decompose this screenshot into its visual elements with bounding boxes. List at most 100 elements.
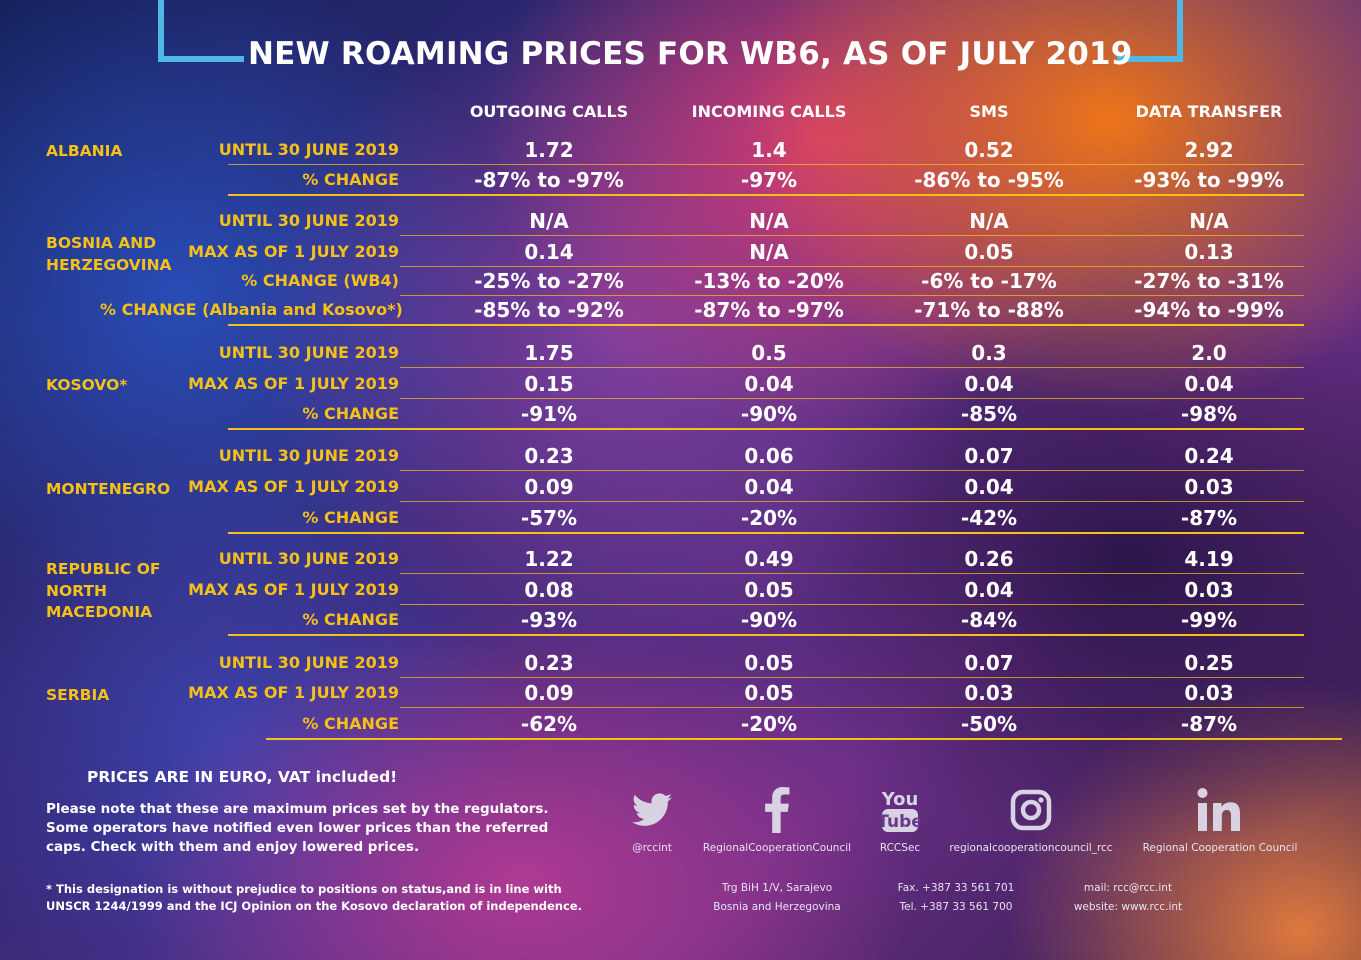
table-cell: -94% to -99%: [1134, 298, 1284, 322]
table-cell: 0.05: [964, 240, 1014, 264]
table-cell: 1.22: [524, 547, 574, 571]
table-cell: 0.04: [744, 372, 794, 396]
table-cell: -20%: [740, 712, 798, 736]
address-line: Bosnia and Herzegovina: [713, 901, 841, 913]
table-cell: -87% to -97%: [474, 168, 624, 192]
row-label: MAX AS OF 1 JULY 2019: [188, 477, 399, 496]
row-divider: [400, 470, 1304, 471]
row-label: % CHANGE (WB4): [241, 271, 399, 290]
table-cell: -50%: [960, 712, 1018, 736]
row-label: MAX AS OF 1 JULY 2019: [188, 374, 399, 393]
table-cell: 0.5: [751, 341, 787, 365]
email-link[interactable]: mail: rcc@rcc.int: [1083, 882, 1173, 894]
facebook-icon: [677, 782, 877, 838]
social-label: RegionalCooperationCouncil: [702, 842, 852, 854]
row-label: MAX AS OF 1 JULY 2019: [188, 242, 399, 261]
row-divider: [400, 295, 1304, 296]
tel-number: Tel. +387 33 561 700: [899, 901, 1013, 913]
row-divider: [400, 235, 1304, 236]
social-label: regionalcooperationcouncil_rcc: [949, 842, 1113, 854]
row-divider: [400, 367, 1304, 368]
social-facebook[interactable]: RegionalCooperationCouncil: [677, 782, 877, 854]
table-cell: 0.24: [1184, 444, 1234, 468]
contact-web: mail: rcc@rcc.int website: www.rcc.int: [1028, 879, 1228, 917]
row-label: % CHANGE: [302, 508, 399, 527]
table-cell: 0.04: [744, 475, 794, 499]
row-label: UNTIL 30 JUNE 2019: [218, 211, 399, 230]
table-cell: 2.92: [1184, 138, 1234, 162]
country-divider: [228, 194, 1304, 196]
table-cell: 0.04: [1184, 372, 1234, 396]
table-cell: -98%: [1180, 402, 1238, 426]
svg-text:Tube: Tube: [880, 812, 920, 832]
social-linkedin[interactable]: Regional Cooperation Council: [1120, 782, 1320, 854]
table-cell: -93%: [520, 608, 578, 632]
table-cell: 0.26: [964, 547, 1014, 571]
table-cell: 0.07: [964, 444, 1014, 468]
website-link[interactable]: website: www.rcc.int: [1073, 901, 1183, 913]
table-cell: -87%: [1180, 712, 1238, 736]
country-name: MONTENEGRO: [46, 480, 171, 498]
table-cell: 0.05: [744, 578, 794, 602]
table-cell: -99%: [1180, 608, 1238, 632]
country-divider: [228, 532, 1304, 534]
row-divider: [400, 266, 1304, 267]
table-cell: -13% to -20%: [694, 269, 844, 293]
twitter-icon: [552, 782, 752, 838]
address-line: Trg BiH 1/V, Sarajevo: [721, 882, 833, 894]
table-cell: -6% to -17%: [921, 269, 1057, 293]
table-cell: N/A: [749, 240, 789, 264]
row-label: UNTIL 30 JUNE 2019: [218, 446, 399, 465]
table-cell: 1.72: [524, 138, 574, 162]
frame-corner-left: [158, 0, 244, 62]
table-cell: 2.0: [1191, 341, 1227, 365]
table-cell: 0.25: [1184, 651, 1234, 675]
table-cell: 0.15: [524, 372, 574, 396]
svg-text:You: You: [881, 789, 919, 810]
row-label: % CHANGE (Albania and Kosovo*): [100, 300, 403, 319]
social-label: Regional Cooperation Council: [1142, 842, 1298, 854]
kosovo-footnote: * This designation is without prejudice …: [46, 882, 582, 913]
social-label: RCCSec: [879, 842, 921, 854]
column-header-sms: SMS: [969, 102, 1009, 121]
table-cell: 0.03: [964, 681, 1014, 705]
table-cell: 0.13: [1184, 240, 1234, 264]
row-label: MAX AS OF 1 JULY 2019: [188, 580, 399, 599]
table-cell: -42%: [960, 506, 1018, 530]
row-label: % CHANGE: [302, 170, 399, 189]
country-divider: [228, 634, 1304, 636]
row-divider: [400, 573, 1304, 574]
instagram-icon: [931, 782, 1131, 838]
table-cell: -90%: [740, 608, 798, 632]
country-name: SERBIA: [46, 686, 110, 704]
table-cell: 0.23: [524, 651, 574, 675]
table-cell: N/A: [969, 209, 1009, 233]
column-header-data-transfer: DATA TRANSFER: [1135, 102, 1283, 121]
social-instagram[interactable]: regionalcooperationcouncil_rcc: [931, 782, 1131, 854]
table-cell: 0.05: [744, 651, 794, 675]
social-twitter[interactable]: @rccint: [552, 782, 752, 854]
table-cell: 0.05: [744, 681, 794, 705]
country-name: REPUBLIC OF NORTH MACEDONIA: [46, 560, 161, 621]
table-cell: -84%: [960, 608, 1018, 632]
table-cell: 1.75: [524, 341, 574, 365]
column-header-incoming-calls: INCOMING CALLS: [691, 102, 847, 121]
table-cell: -93% to -99%: [1134, 168, 1284, 192]
table-cell: 0.07: [964, 651, 1014, 675]
table-cell: 0.09: [524, 681, 574, 705]
social-youtube[interactable]: You Tube RCCSec: [800, 782, 1000, 854]
row-divider: [400, 677, 1304, 678]
table-cell: 0.03: [1184, 681, 1234, 705]
prices-note: PRICES ARE IN EURO, VAT included!: [87, 768, 398, 786]
table-cell: 0.14: [524, 240, 574, 264]
contact-phone: Fax. +387 33 561 701 Tel. +387 33 561 70…: [856, 879, 1056, 917]
row-label: UNTIL 30 JUNE 2019: [218, 653, 399, 672]
country-divider: [228, 428, 1304, 430]
country-name: KOSOVO*: [46, 376, 128, 394]
row-label: UNTIL 30 JUNE 2019: [218, 140, 399, 159]
row-label: % CHANGE: [302, 714, 399, 733]
table-cell: N/A: [749, 209, 789, 233]
contact-address: Trg BiH 1/V, Sarajevo Bosnia and Herzego…: [677, 879, 877, 917]
row-divider: [400, 604, 1304, 605]
page-title: NEW ROAMING PRICES FOR WB6, AS OF JULY 2…: [248, 36, 1133, 72]
